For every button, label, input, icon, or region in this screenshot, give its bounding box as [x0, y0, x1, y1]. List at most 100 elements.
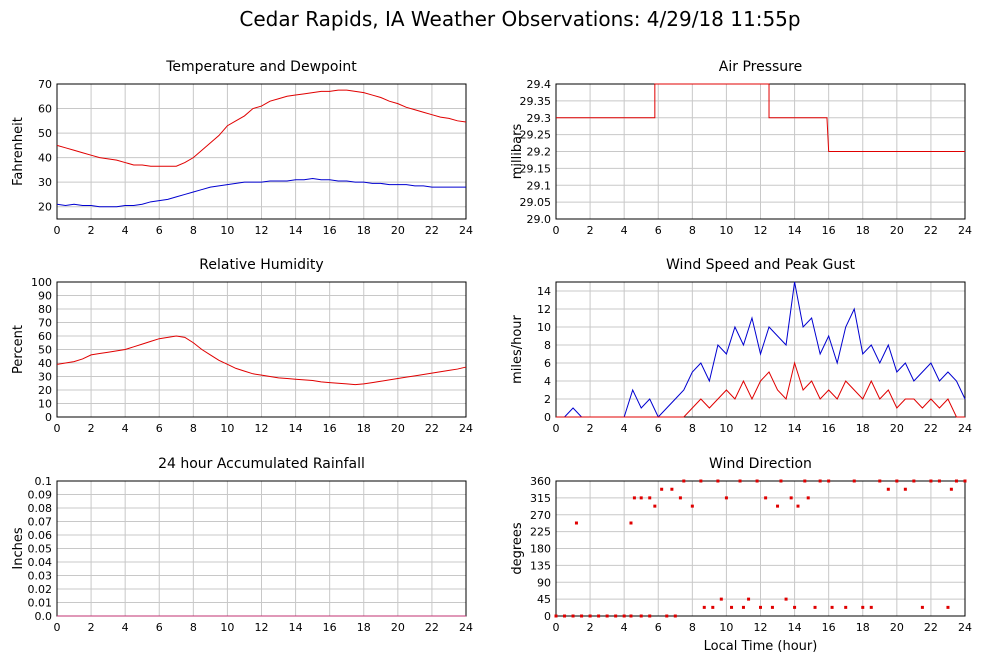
data-point	[861, 605, 865, 609]
data-point	[806, 496, 810, 500]
data-point	[770, 605, 774, 609]
y-tick-label: 100	[31, 276, 52, 289]
y-axis-label: Percent	[11, 325, 26, 374]
x-tick-label: 16	[323, 621, 337, 634]
x-tick-label: 4	[122, 224, 129, 237]
data-point	[719, 597, 723, 601]
y-tick-label: 30	[38, 176, 52, 189]
data-point	[920, 605, 924, 609]
plot-frame	[56, 281, 467, 418]
x-tick-label: 16	[323, 422, 337, 435]
y-tick-label: 29.05	[520, 196, 552, 209]
y-tick-label: 225	[530, 526, 551, 539]
y-axis-label: Inches	[11, 527, 26, 569]
chart-title: Wind Speed and Peak Gust	[666, 257, 855, 273]
x-tick-label: 22	[425, 422, 439, 435]
data-point	[614, 614, 618, 618]
x-tick-label: 10	[220, 621, 234, 634]
x-tick-label: 4	[621, 621, 628, 634]
data-point	[779, 479, 783, 483]
x-tick-label: 8	[190, 422, 197, 435]
x-tick-label: 24	[958, 422, 972, 435]
y-tick-label: 29.2	[527, 146, 552, 159]
y-tick-label: 135	[530, 559, 551, 572]
x-tick-label: 8	[689, 422, 696, 435]
data-point	[949, 487, 953, 491]
x-tick-label: 16	[822, 621, 836, 634]
data-point	[597, 614, 601, 618]
x-tick-label: 12	[754, 422, 768, 435]
y-tick-label: 0.03	[28, 570, 53, 583]
data-point	[673, 614, 677, 618]
x-tick-label: 18	[357, 224, 371, 237]
y-tick-label: 29.15	[520, 162, 552, 175]
x-tick-label: 20	[890, 422, 904, 435]
data-point	[678, 496, 682, 500]
y-tick-label: 10	[537, 321, 551, 334]
data-point	[639, 496, 643, 500]
data-point	[648, 496, 652, 500]
y-tick-label: 29.0	[527, 213, 552, 226]
y-axis-label: Fahrenheit	[11, 117, 26, 186]
y-tick-label: 90	[537, 576, 551, 589]
y-tick-label: 45	[537, 593, 551, 606]
y-tick-label: 60	[38, 103, 52, 116]
x-tick-label: 2	[587, 422, 594, 435]
y-tick-label: 30	[38, 371, 52, 384]
data-point	[830, 605, 834, 609]
x-tick-label: 24	[459, 422, 473, 435]
data-point	[605, 614, 609, 618]
data-point	[588, 614, 592, 618]
x-tick-label: 12	[754, 621, 768, 634]
y-tick-label: 80	[38, 303, 52, 316]
data-point	[818, 479, 822, 483]
data-point	[937, 479, 941, 483]
data-point	[682, 479, 686, 483]
x-tick-label: 20	[890, 224, 904, 237]
data-point	[738, 479, 742, 483]
data-point	[784, 597, 788, 601]
y-tick-label: 8	[544, 339, 551, 352]
y-tick-label: 20	[38, 384, 52, 397]
data-point	[903, 487, 907, 491]
data-point	[554, 614, 558, 618]
y-tick-label: 50	[38, 127, 52, 140]
x-tick-label: 10	[719, 422, 733, 435]
x-tick-label: 6	[156, 422, 163, 435]
page-title: Cedar Rapids, IA Weather Observations: 4…	[239, 7, 800, 31]
y-tick-label: 0.01	[28, 597, 53, 610]
x-tick-label: 14	[788, 422, 802, 435]
data-point	[653, 504, 657, 508]
y-tick-label: 70	[38, 78, 52, 91]
y-tick-label: 70	[38, 317, 52, 330]
data-point	[912, 479, 916, 483]
y-tick-label: 315	[530, 492, 551, 505]
y-tick-label: 0.02	[28, 583, 53, 596]
y-tick-label: 0.09	[28, 489, 53, 502]
x-tick-label: 14	[788, 621, 802, 634]
x-tick-label: 22	[425, 621, 439, 634]
data-point	[789, 496, 793, 500]
y-tick-label: 4	[544, 375, 551, 388]
x-tick-label: 4	[122, 621, 129, 634]
x-tick-label: 22	[425, 224, 439, 237]
x-tick-label: 2	[88, 621, 95, 634]
y-tick-label: 6	[544, 357, 551, 370]
x-tick-label: 20	[890, 621, 904, 634]
x-tick-label: 24	[958, 621, 972, 634]
data-point	[670, 487, 674, 491]
y-tick-label: 270	[530, 509, 551, 522]
x-tick-label: 14	[289, 422, 303, 435]
data-point	[629, 521, 633, 525]
x-tick-label: 20	[391, 621, 405, 634]
data-point	[963, 479, 967, 483]
y-axis-label: degrees	[510, 522, 525, 575]
data-line	[556, 83, 965, 152]
chart-title: Wind Direction	[709, 456, 812, 472]
data-point	[629, 614, 633, 618]
y-tick-label: 0	[544, 411, 551, 424]
x-tick-label: 0	[54, 224, 61, 237]
y-tick-label: 29.4	[527, 78, 552, 91]
x-tick-label: 22	[924, 422, 938, 435]
